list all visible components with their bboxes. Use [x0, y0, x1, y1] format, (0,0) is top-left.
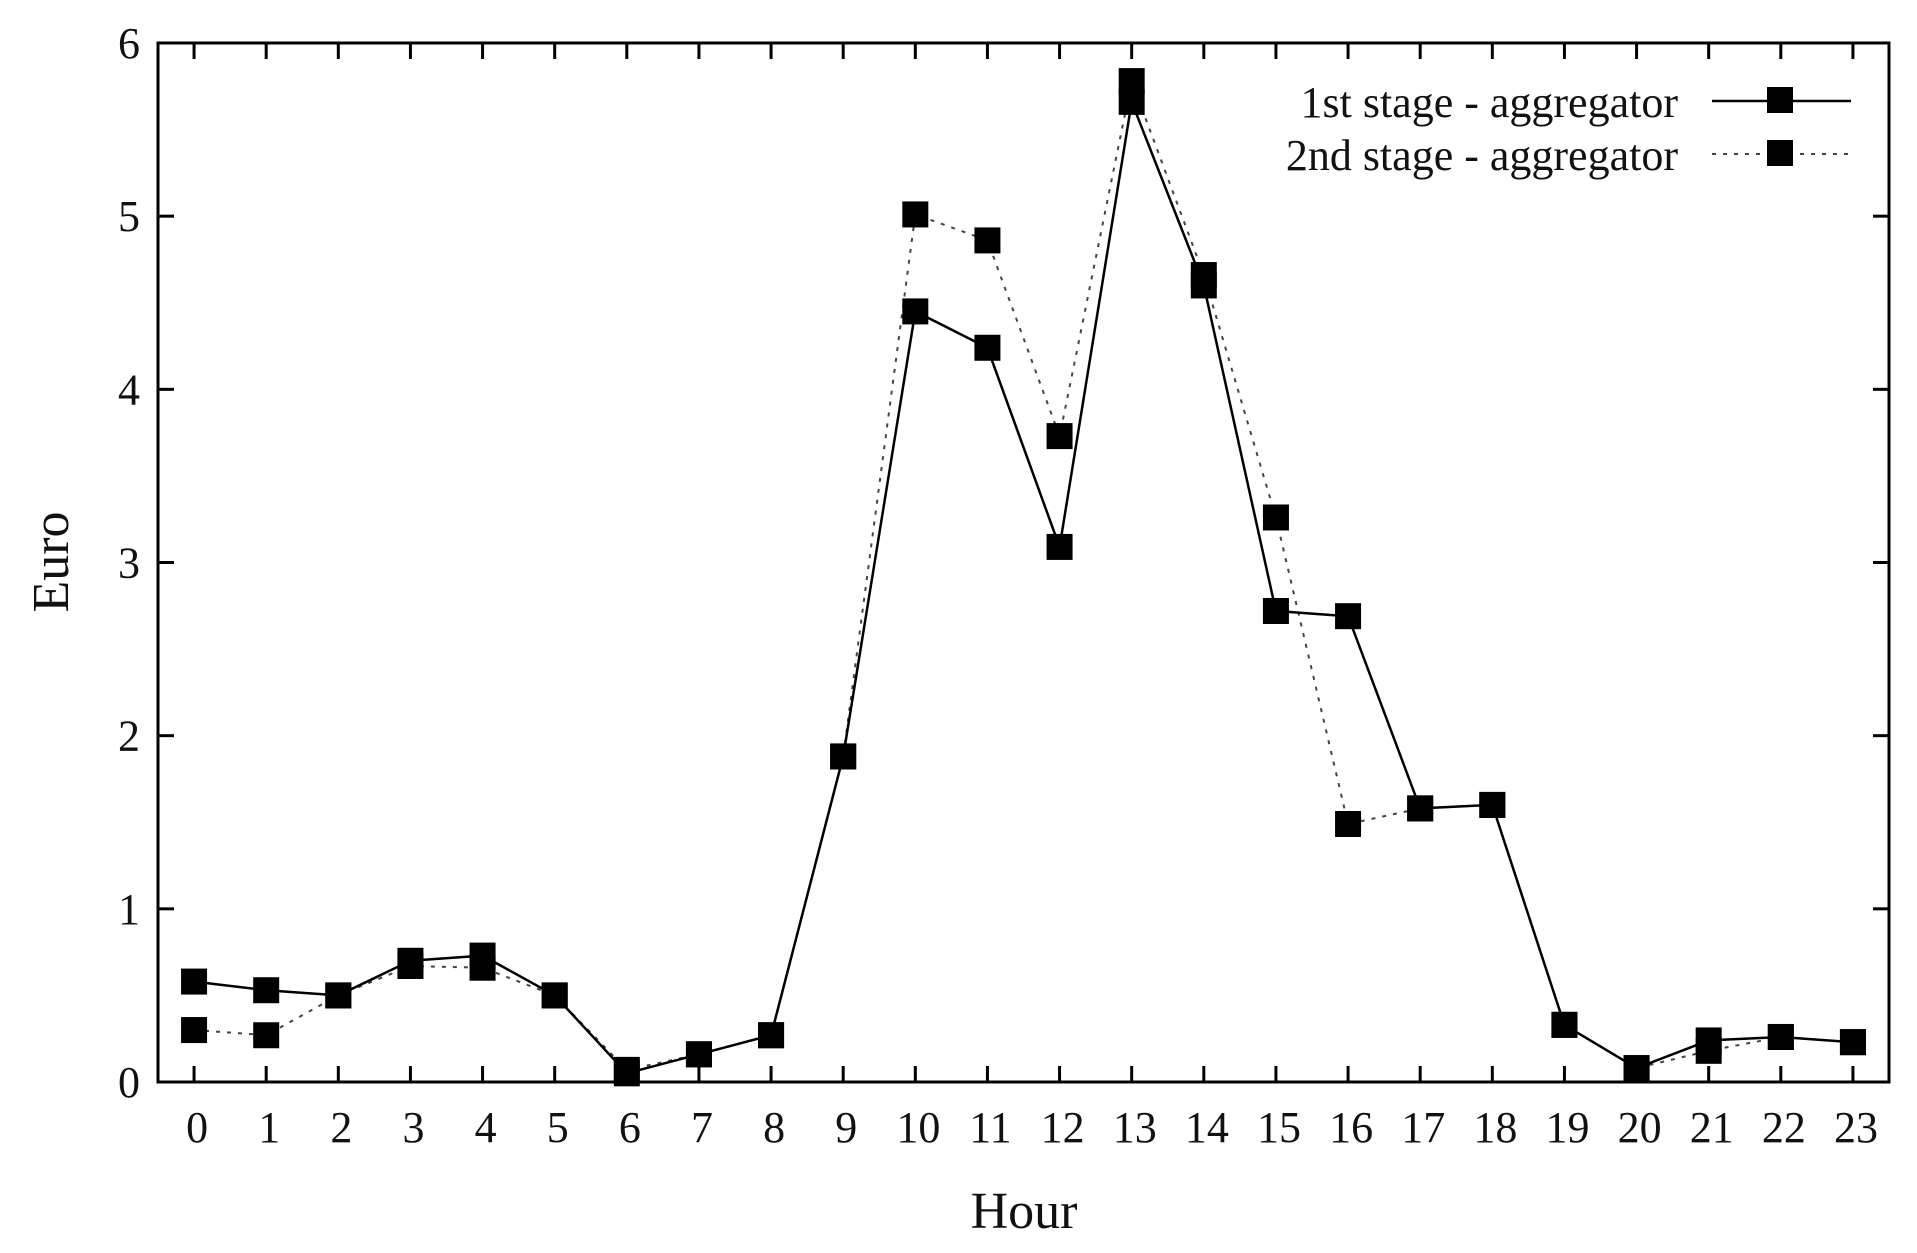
y-tick-label: 6: [118, 19, 140, 68]
series-1-point: [469, 942, 496, 969]
series-1-point: [613, 1060, 640, 1087]
x-tick-label: 15: [1257, 1103, 1301, 1152]
series-1-point: [1335, 603, 1362, 630]
x-axis-title: Hour: [971, 1183, 1078, 1240]
series-1-point: [1623, 1055, 1650, 1082]
y-tick-label: 3: [118, 539, 140, 588]
series-1-point: [1046, 533, 1073, 560]
x-tick-label: 0: [186, 1103, 208, 1152]
x-tick-label: 5: [547, 1103, 569, 1152]
series-2-point: [253, 1022, 280, 1049]
x-tick-label: 8: [763, 1103, 785, 1152]
series-1-point: [1262, 597, 1289, 624]
x-tick-label: 21: [1690, 1103, 1734, 1152]
plot-frame: [156, 41, 1891, 1084]
series-1-point: [974, 334, 1001, 361]
x-tick-label: 17: [1401, 1103, 1445, 1152]
x-tick-label: 7: [691, 1103, 713, 1152]
y-axis: 0 1 2 3 4 5 6: [118, 19, 1889, 1107]
legend-marker-series-1: [1767, 87, 1793, 113]
series-2-point: [1335, 810, 1362, 837]
x-tick-label: 18: [1473, 1103, 1517, 1152]
series-2-point: [1046, 423, 1073, 450]
series-1-point: [1479, 791, 1506, 818]
x-tick-label: 6: [619, 1103, 641, 1152]
x-tick-label: 9: [835, 1103, 857, 1152]
series-1-point: [541, 982, 568, 1009]
series-2-point: [181, 1017, 208, 1044]
series-line-1: [193, 100, 1853, 1075]
series-1-point: [397, 947, 424, 974]
x-tick-label: 2: [330, 1103, 352, 1152]
legend-label-series-2: 2nd stage - aggregator: [1286, 131, 1679, 180]
x-tick-label: 23: [1834, 1103, 1878, 1152]
x-tick-label: 12: [1041, 1103, 1085, 1152]
y-tick-label: 5: [118, 192, 140, 241]
series-1-point: [1118, 88, 1145, 115]
series-1-point: [1407, 795, 1434, 822]
x-tick-label: 19: [1545, 1103, 1589, 1152]
x-tick-label: 13: [1113, 1103, 1157, 1152]
series-1-point: [902, 298, 929, 325]
series-1-point: [1551, 1011, 1578, 1038]
x-tick-label: 3: [402, 1103, 424, 1152]
series-1-point: [325, 982, 352, 1009]
series-2-point: [974, 227, 1001, 254]
legend: 1st stage - aggregator 2nd stage - aggre…: [1286, 78, 1851, 180]
series-1-point: [1767, 1023, 1794, 1050]
series-1-point: [1839, 1029, 1866, 1056]
x-axis: 0 1 2 3 4 5 6 7 8 9 10 11 12 13 14 15 16 17 18 19 20 21 22 23: [186, 43, 1878, 1152]
series-1-point: [181, 968, 208, 995]
x-tick-label: 4: [475, 1103, 497, 1152]
series-2-point: [902, 201, 929, 228]
y-tick-label: 1: [118, 885, 140, 934]
series-1-point: [1695, 1027, 1722, 1054]
x-tick-label: 16: [1329, 1103, 1373, 1152]
x-tick-label: 10: [896, 1103, 940, 1152]
x-tick-label: 11: [969, 1103, 1011, 1152]
series-1-point: [758, 1022, 785, 1049]
y-axis-title: Euro: [23, 511, 80, 612]
series-1-point: [253, 977, 280, 1004]
x-tick-label: 22: [1762, 1103, 1806, 1152]
series-1-point: [1190, 272, 1217, 299]
legend-label-series-1: 1st stage - aggregator: [1300, 78, 1678, 127]
y-tick-label: 4: [118, 365, 140, 414]
legend-marker-series-2: [1767, 140, 1793, 166]
series-layer: [181, 68, 1866, 1087]
y-tick-label: 0: [118, 1058, 140, 1107]
x-tick-label: 1: [258, 1103, 280, 1152]
series-2-point: [1262, 504, 1289, 531]
series-1-point: [830, 743, 857, 770]
x-tick-label: 14: [1185, 1103, 1229, 1152]
series-line-2: [194, 80, 1853, 1071]
series-1-point: [685, 1041, 712, 1068]
y-tick-label: 2: [118, 712, 140, 761]
x-tick-label: 20: [1618, 1103, 1662, 1152]
